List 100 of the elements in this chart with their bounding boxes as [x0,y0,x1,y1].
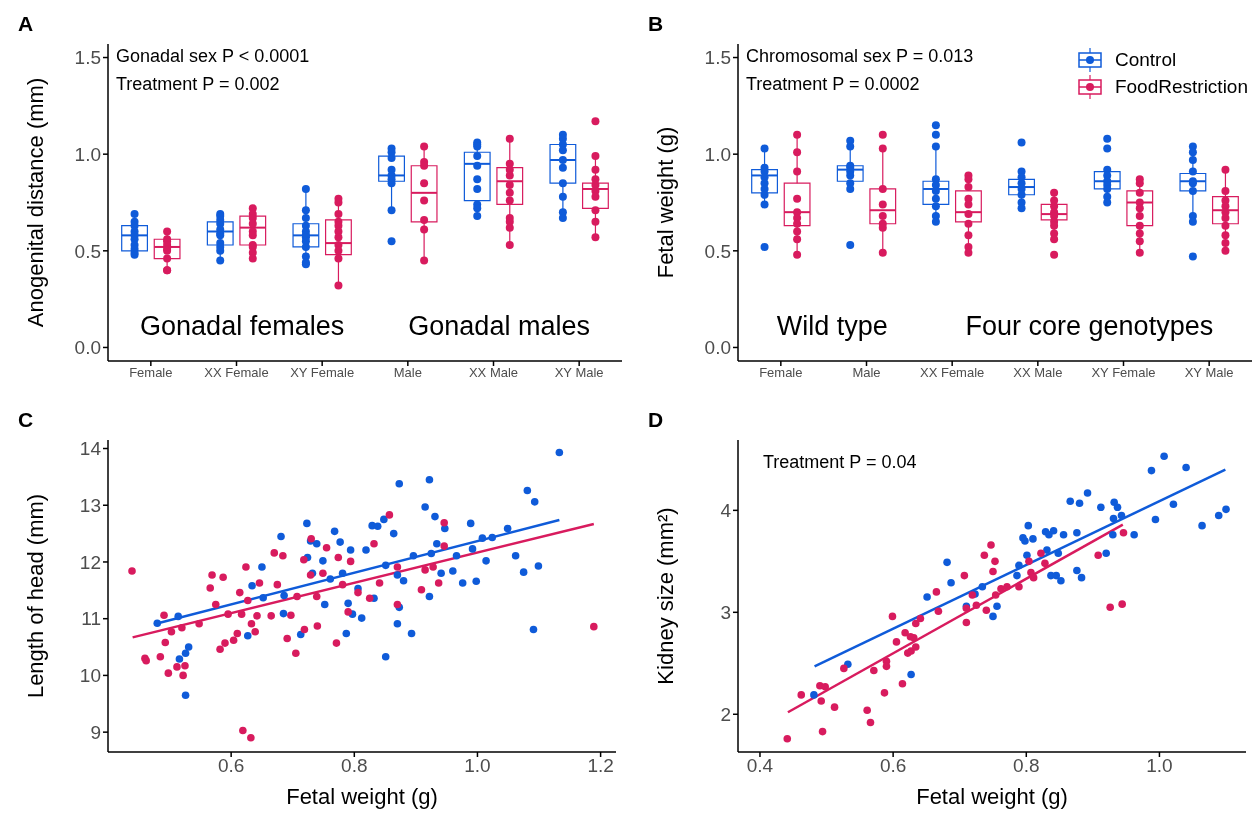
y-tick-label: 1.0 [74,143,101,165]
point [892,638,901,646]
annotation: Four core genotypes [965,311,1214,342]
x-tick-label: XY Male [1184,365,1234,381]
point [1024,521,1033,530]
point [1083,489,1092,497]
point [991,557,999,566]
point [1147,466,1156,475]
x-tick-label: XY Female [1091,365,1156,381]
point [880,689,889,697]
point [882,662,891,671]
annotation: Treatment P = 0.002 [116,74,280,95]
text: A [18,12,34,36]
annotation: Chromosomal sex P = 0.013 [746,46,974,67]
point [1015,561,1023,570]
y-tick-label: 1.5 [704,47,731,69]
legend-label: Control [1114,48,1177,72]
point [1052,571,1061,580]
x-tick-label: XX Female [204,365,269,381]
y-tick-label: 9 [90,721,101,743]
point [870,666,878,675]
text: C [18,408,34,432]
point [797,691,806,699]
y-tick-label: 3 [720,602,731,624]
y-axis-title: Fetal weight (g) [652,126,678,279]
annotation: Treatment P = 0.04 [763,452,917,473]
point [898,679,907,688]
x-tick-label: 0.6 [879,755,907,777]
point [934,607,943,616]
x-tick-label: Female [129,365,173,381]
y-tick-label: 12 [79,551,101,573]
y-tick-label: 0.5 [704,240,731,262]
point [1117,511,1126,520]
point [1222,505,1230,514]
point [993,602,1001,610]
y-tick-label: 1.0 [704,143,731,165]
x-tick-label: XY Male [554,365,604,381]
x-axis-title: Fetal weight (g) [286,784,438,809]
legend-label: FoodRestriction [1114,75,1248,99]
point [1169,500,1178,509]
point [907,670,915,679]
y-tick-label: 13 [79,494,101,516]
point [911,619,920,628]
point [978,583,987,591]
point [1075,499,1084,508]
point [1113,503,1122,512]
y-axis-title: Kidney size (mm²) [652,507,678,685]
x-tick-label: 0.4 [746,755,774,777]
point [1118,600,1126,608]
point [989,612,997,621]
point [1054,549,1063,557]
point [911,643,920,651]
y-axis-title: Length of head (mm) [22,493,48,699]
point [818,727,827,736]
y-tick-label: 4 [720,500,732,522]
point [980,551,989,560]
x-tick-label: XY Female [290,365,355,381]
y-axis-title: Anogenital distance (mm) [22,77,48,328]
point [1109,514,1118,523]
x-tick-label: XX Male [468,365,519,381]
point [1198,521,1206,530]
point [1109,531,1117,539]
point [1077,573,1086,582]
point [1073,566,1081,575]
point [1094,551,1102,560]
point [817,697,826,705]
point [830,703,839,711]
point [1043,546,1051,554]
point [901,628,909,637]
x-tick-label: 0.8 [1013,755,1040,777]
point [866,718,875,727]
point [1045,531,1053,539]
annotation: Gonadal females [140,311,345,342]
point [932,588,941,596]
point [1182,463,1190,472]
x-tick-label: 1.0 [464,755,491,777]
annotation: Treatment P = 0.0002 [746,74,920,95]
point [821,682,830,691]
point [1003,583,1011,591]
point [1102,549,1110,557]
point [1023,551,1031,560]
point [916,614,925,623]
point [1059,531,1068,539]
point [1037,549,1045,557]
point [1097,503,1105,512]
point [943,558,951,567]
point [1015,583,1023,591]
point [962,618,971,627]
point [989,567,997,576]
point [960,571,969,580]
point [1160,452,1168,461]
x-tick-label: XX Male [1013,365,1063,381]
x-tick-label: 1.0 [1146,755,1173,777]
point [840,664,848,673]
y-tick-label: 2 [720,704,731,726]
point [1151,515,1160,524]
annotation: Gonadal males [408,311,590,342]
y-tick-label: 1.5 [74,47,101,69]
point [1073,528,1081,537]
x-axis-title: Fetal weight (g) [916,784,1068,809]
